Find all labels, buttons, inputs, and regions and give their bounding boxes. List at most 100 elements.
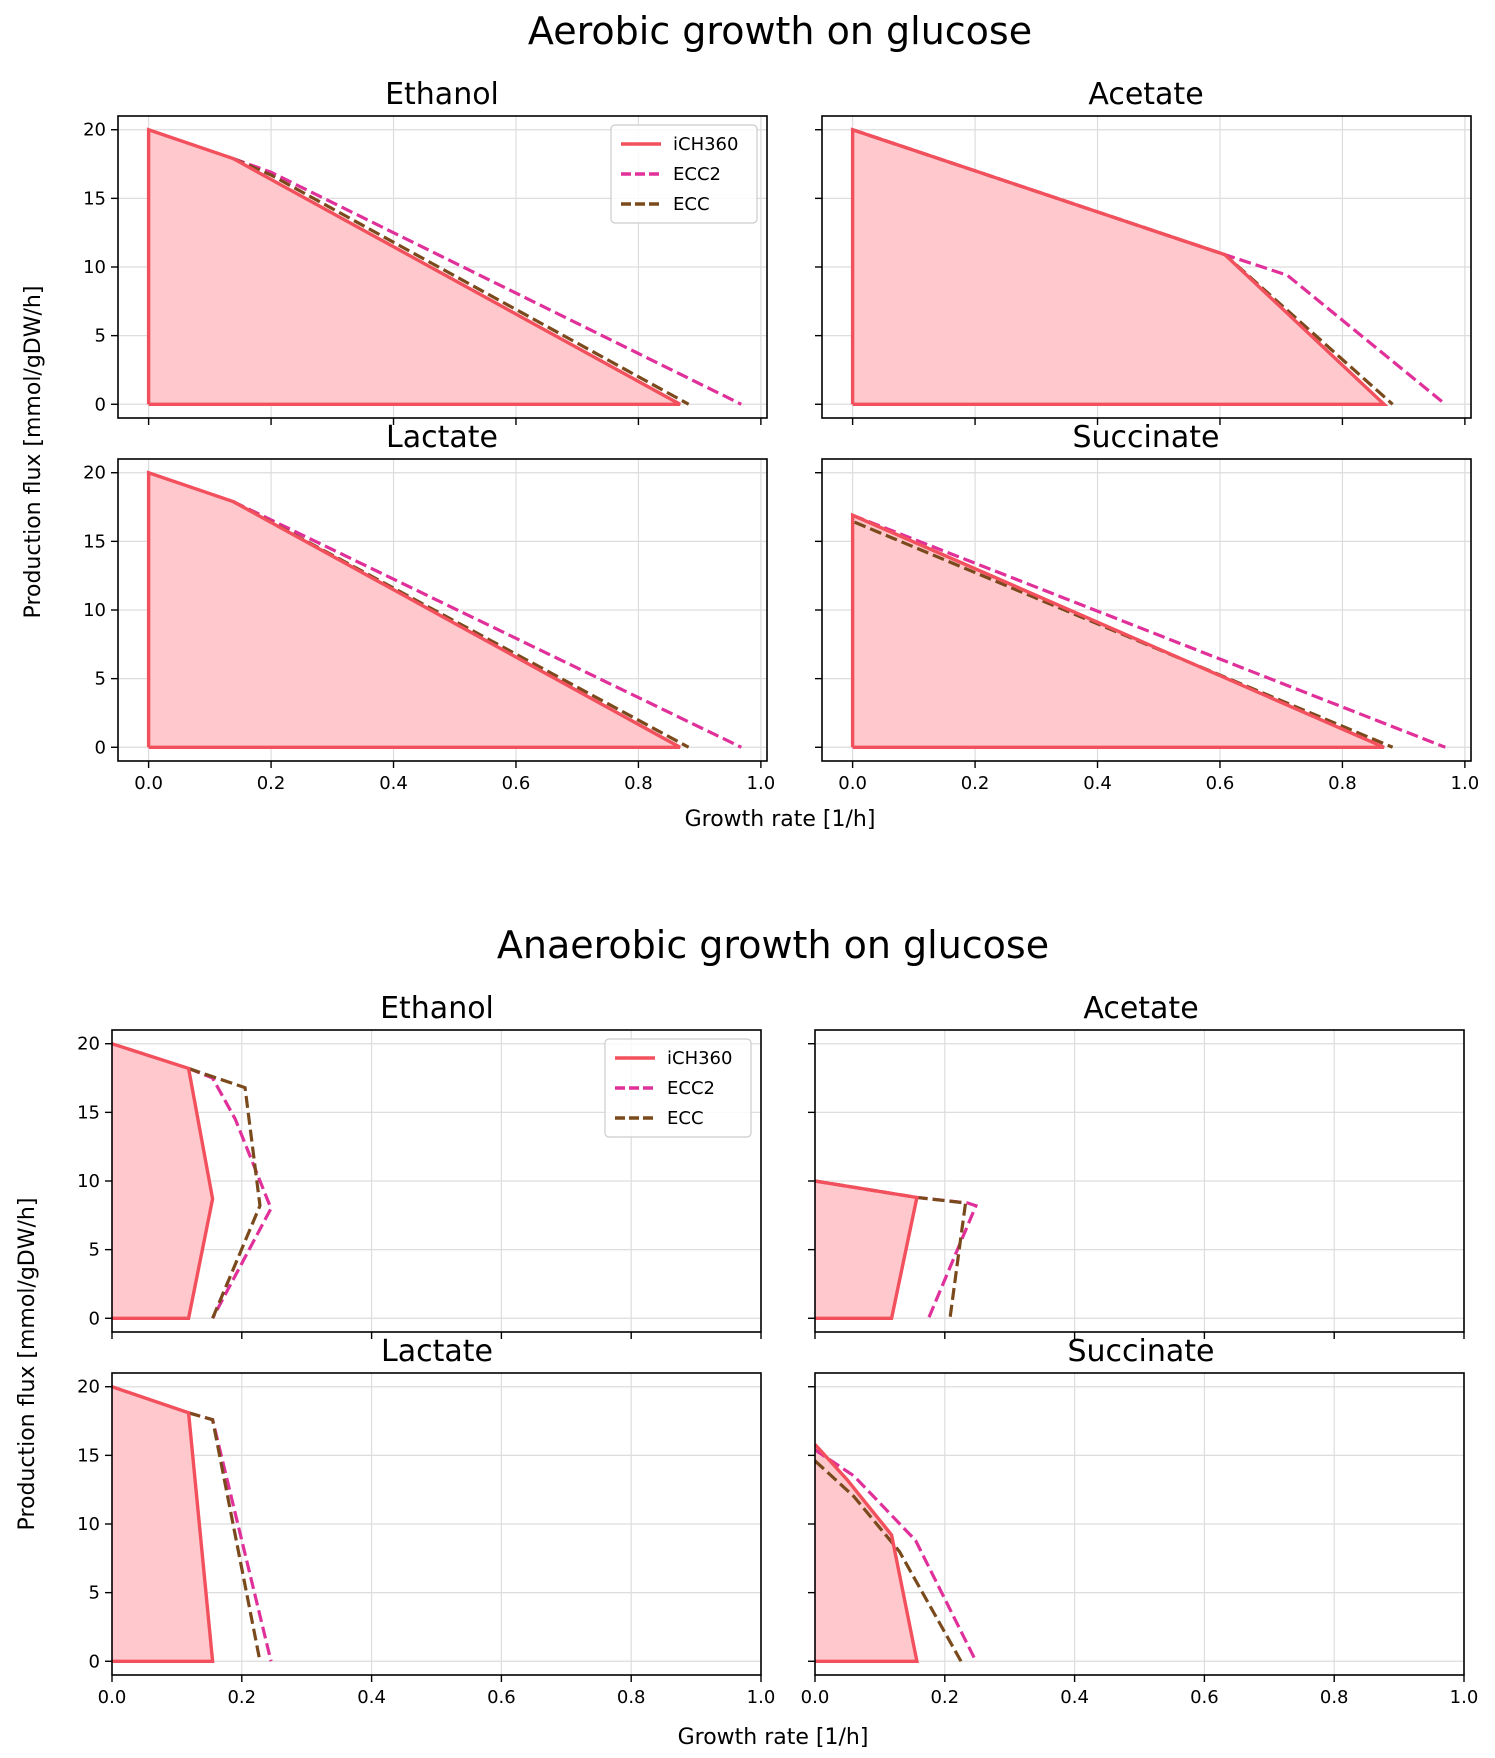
aerobic-group-title: Aerobic growth on glucose [528,9,1032,53]
anaerobic-succinate-xtick-label-3: 0.6 [1190,1687,1219,1708]
anaerobic-succinate-ecc-line [815,1459,963,1663]
anaerobic-acetate-panel [808,1029,1465,1339]
anaerobic-ethanol-ytick-label-2: 10 [77,1171,100,1192]
anaerobic-ethanol-legend: iCH360 ECC2 ECC [604,1038,752,1138]
aerobic-ethanol-legend-label-ecc2: ECC2 [673,164,721,185]
anaerobic-succinate-ich360-line [815,1443,919,1663]
aerobic-succinate-series-group [850,512,1446,749]
aerobic-ethanol-ytick-label-3: 15 [83,188,106,209]
aerobic-ethanol-legend-label-ich360: iCH360 [673,134,738,155]
anaerobic-acetate-ich360-area [815,1181,917,1319]
aerobic-succinate-xtick-label-3: 0.6 [1206,773,1235,794]
aerobic-succinate-xtick-label-0: 0.0 [838,773,867,794]
anaerobic-lactate-xtick-label-3: 0.6 [487,1687,516,1708]
anaerobic-ethanol-legend-label-ich360: iCH360 [667,1048,732,1069]
aerobic-lactate-ich360-area [148,472,681,748]
anaerobic-ethanol-panel: 0 5 10 15 20 iCH360 ECC2 ECC [77,1029,762,1339]
aerobic-ylabel: Production flux [mmol/gDW/h] [21,286,46,619]
anaerobic-ylabel: Production flux [mmol/gDW/h] [15,1198,40,1531]
aerobic-ethanol-ytick-label-4: 20 [83,120,106,141]
anaerobic-succinate-ich360-area [815,1444,917,1662]
anaerobic-ethanol-series-group [112,1042,273,1320]
aerobic-ethanol-ytick-label-0: 0 [95,394,106,415]
anaerobic-succinate-xtick-label-4: 0.8 [1320,1687,1349,1708]
anaerobic-acetate-title: Acetate [1083,991,1198,1026]
aerobic-succinate-title: Succinate [1073,420,1220,455]
anaerobic-ethanol-ich360-area [112,1043,213,1319]
anaerobic-group-title: Anaerobic growth on glucose [497,923,1049,967]
anaerobic-succinate-panel: 0.0 0.2 0.4 0.6 0.8 1.0 [801,1372,1479,1708]
aerobic-ethanol-ytick-label-1: 5 [95,326,106,347]
anaerobic-ethanol-legend-box [604,1038,752,1138]
aerobic-ethanol-panel: 0 5 10 15 20 iCH360 ECC2 ECC [83,115,768,425]
anaerobic-succinate-xtick-label-2: 0.4 [1060,1687,1089,1708]
anaerobic-ethanol-ytick-label-4: 20 [77,1034,100,1055]
anaerobic-lactate-series-group [112,1385,273,1663]
aerobic-lactate-xtick-label-1: 0.2 [257,773,286,794]
aerobic-lactate-ytick-label-0: 0 [95,737,106,758]
aerobic-lactate-ytick-label-1: 5 [95,669,106,690]
anaerobic-lactate-ich360-line [112,1385,215,1663]
anaerobic-ethanol-title: Ethanol [380,991,494,1026]
anaerobic-lactate-xtick-label-4: 0.8 [617,1687,646,1708]
aerobic-lactate-ich360-line [146,470,681,749]
aerobic-lactate-ytick-label-3: 15 [83,531,106,552]
aerobic-xlabel: Growth rate [1/h] [685,807,876,832]
aerobic-lactate-title: Lactate [386,420,498,455]
anaerobic-succinate-series-group [815,1443,978,1663]
anaerobic-lactate-xtick-label-1: 0.2 [227,1687,256,1708]
aerobic-acetate-ich360-area [852,129,1385,405]
anaerobic-succinate-xtick-label-1: 0.2 [930,1687,959,1708]
aerobic-ethanol-title: Ethanol [385,77,499,112]
anaerobic-succinate-xtick-label-0: 0.0 [801,1687,830,1708]
aerobic-ethanol-legend-label-ecc: ECC [673,194,710,215]
anaerobic-lactate-ytick-label-0: 0 [89,1651,100,1672]
aerobic-ethanol-series-group [146,127,742,406]
anaerobic-lactate-ecc-line [188,1411,262,1662]
anaerobic-ethanol-ecc-line [188,1066,262,1319]
anaerobic-lactate-xtick-label-0: 0.0 [98,1687,127,1708]
aerobic-ethanol-ecc-line [232,157,690,406]
aerobic-acetate-series-group [850,127,1447,406]
anaerobic-lactate-title: Lactate [381,1334,493,1369]
aerobic-acetate-panel [815,115,1472,425]
aerobic-succinate-panel: 0.0 0.2 0.4 0.6 0.8 1.0 [815,458,1479,794]
aerobic-lactate-xtick-label-4: 0.8 [624,773,653,794]
anaerobic-lactate-xtick-label-2: 0.4 [357,1687,386,1708]
anaerobic-ethanol-ytick-label-1: 5 [89,1240,100,1261]
anaerobic-lactate-panel: 0 5 10 15 20 0.0 0.2 0.4 0.6 0.8 1.0 [77,1372,775,1708]
aerobic-lactate-xtick-label-5: 1.0 [747,773,776,794]
aerobic-succinate-xtick-label-2: 0.4 [1083,773,1112,794]
aerobic-acetate-ich360-line [850,127,1389,406]
aerobic-lactate-xtick-label-0: 0.0 [134,773,163,794]
anaerobic-ethanol-legend-label-ecc2: ECC2 [667,1078,715,1099]
aerobic-lactate-ecc2-line [232,500,742,749]
aerobic-lactate-xtick-label-3: 0.6 [502,773,531,794]
anaerobic-succinate-xtick-label-5: 1.0 [1450,1687,1479,1708]
anaerobic-lactate-ytick-label-2: 10 [77,1514,100,1535]
anaerobic-succinate-title: Succinate [1068,1334,1215,1369]
aerobic-succinate-ich360-line [850,512,1385,749]
aerobic-acetate-title: Acetate [1088,77,1203,112]
aerobic-ethanol-legend-box [610,124,758,224]
aerobic-lactate-panel: 0 5 10 15 20 0.0 0.2 0.4 0.6 0.8 1.0 [83,458,776,794]
aerobic-lactate-ytick-label-4: 20 [83,463,106,484]
anaerobic-acetate-ich360-line [815,1179,919,1320]
aerobic-ethanol-ecc2-line [232,157,742,406]
anaerobic-ethanol-ytick-label-3: 15 [77,1102,100,1123]
anaerobic-lactate-ich360-area [112,1386,213,1662]
aerobic-ethanol-ich360-line [146,127,681,406]
anaerobic-xlabel: Growth rate [1/h] [678,1725,869,1750]
anaerobic-lactate-ytick-label-3: 15 [77,1445,100,1466]
aerobic-ethanol-ytick-label-2: 10 [83,257,106,278]
aerobic-lactate-xtick-label-2: 0.4 [379,773,408,794]
anaerobic-acetate-series-group [815,1179,979,1320]
anaerobic-lactate-ytick-label-1: 5 [89,1583,100,1604]
aerobic-succinate-xtick-label-4: 0.8 [1328,773,1357,794]
anaerobic-ethanol-ich360-line [112,1042,215,1320]
anaerobic-ethanol-ytick-label-0: 0 [89,1308,100,1329]
aerobic-lactate-series-group [146,470,742,749]
anaerobic-lactate-ytick-label-4: 20 [77,1377,100,1398]
